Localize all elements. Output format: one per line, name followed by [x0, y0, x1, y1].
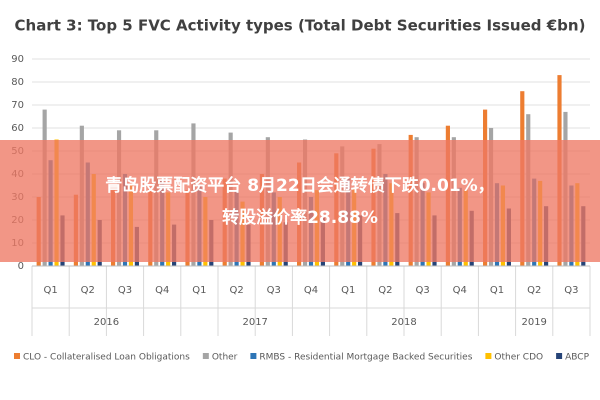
x-group-label: 2019: [521, 317, 546, 328]
x-tick-label: Q2: [527, 285, 541, 296]
x-tick-label: Q1: [490, 285, 504, 296]
y-tick-label: 70: [11, 100, 24, 111]
y-tick-label: 80: [11, 77, 24, 88]
legend-swatch: [556, 353, 563, 359]
x-tick-label: Q3: [267, 285, 281, 296]
legend-swatch: [250, 353, 257, 359]
x-tick-label: Q3: [564, 285, 578, 296]
legend-swatch: [485, 353, 492, 359]
x-tick-label: Q1: [192, 285, 206, 296]
chart-title: Chart 3: Top 5 FVC Activity types (Total…: [15, 17, 586, 35]
legend-swatch: [14, 353, 20, 359]
legend-label: Other CDO: [494, 353, 543, 363]
y-tick-label: 0: [18, 261, 24, 272]
y-tick-label: 90: [11, 54, 24, 65]
x-group-label: 2016: [94, 317, 119, 328]
banner: [0, 140, 600, 262]
x-tick-label: Q4: [453, 285, 467, 296]
x-group-label: 2018: [391, 317, 416, 328]
x-tick-label: Q4: [155, 285, 169, 296]
x-tick-label: Q2: [229, 285, 243, 296]
legend-label: Other: [212, 353, 238, 363]
x-group-label: 2017: [242, 317, 267, 328]
x-tick-label: Q3: [415, 285, 429, 296]
banner-text: 青岛股票配资平台 8月22日会通转债下跌0.01%，: [105, 175, 494, 196]
y-tick-label: 60: [11, 123, 24, 134]
x-tick-label: Q1: [341, 285, 355, 296]
legend-label: ABCP: [565, 353, 589, 363]
x-tick-label: Q2: [81, 285, 95, 296]
legend-label: CLO - Collateralised Loan Obligations: [23, 353, 190, 363]
legend-swatch: [202, 353, 209, 359]
x-tick-label: Q2: [378, 285, 392, 296]
x-tick-label: Q3: [118, 285, 132, 296]
x-tick-label: Q1: [43, 285, 57, 296]
banner-text: 转股溢价率28.88%: [222, 207, 378, 228]
x-tick-label: Q4: [304, 285, 318, 296]
legend-label: RMBS - Residential Mortgage Backed Secur…: [259, 353, 472, 363]
